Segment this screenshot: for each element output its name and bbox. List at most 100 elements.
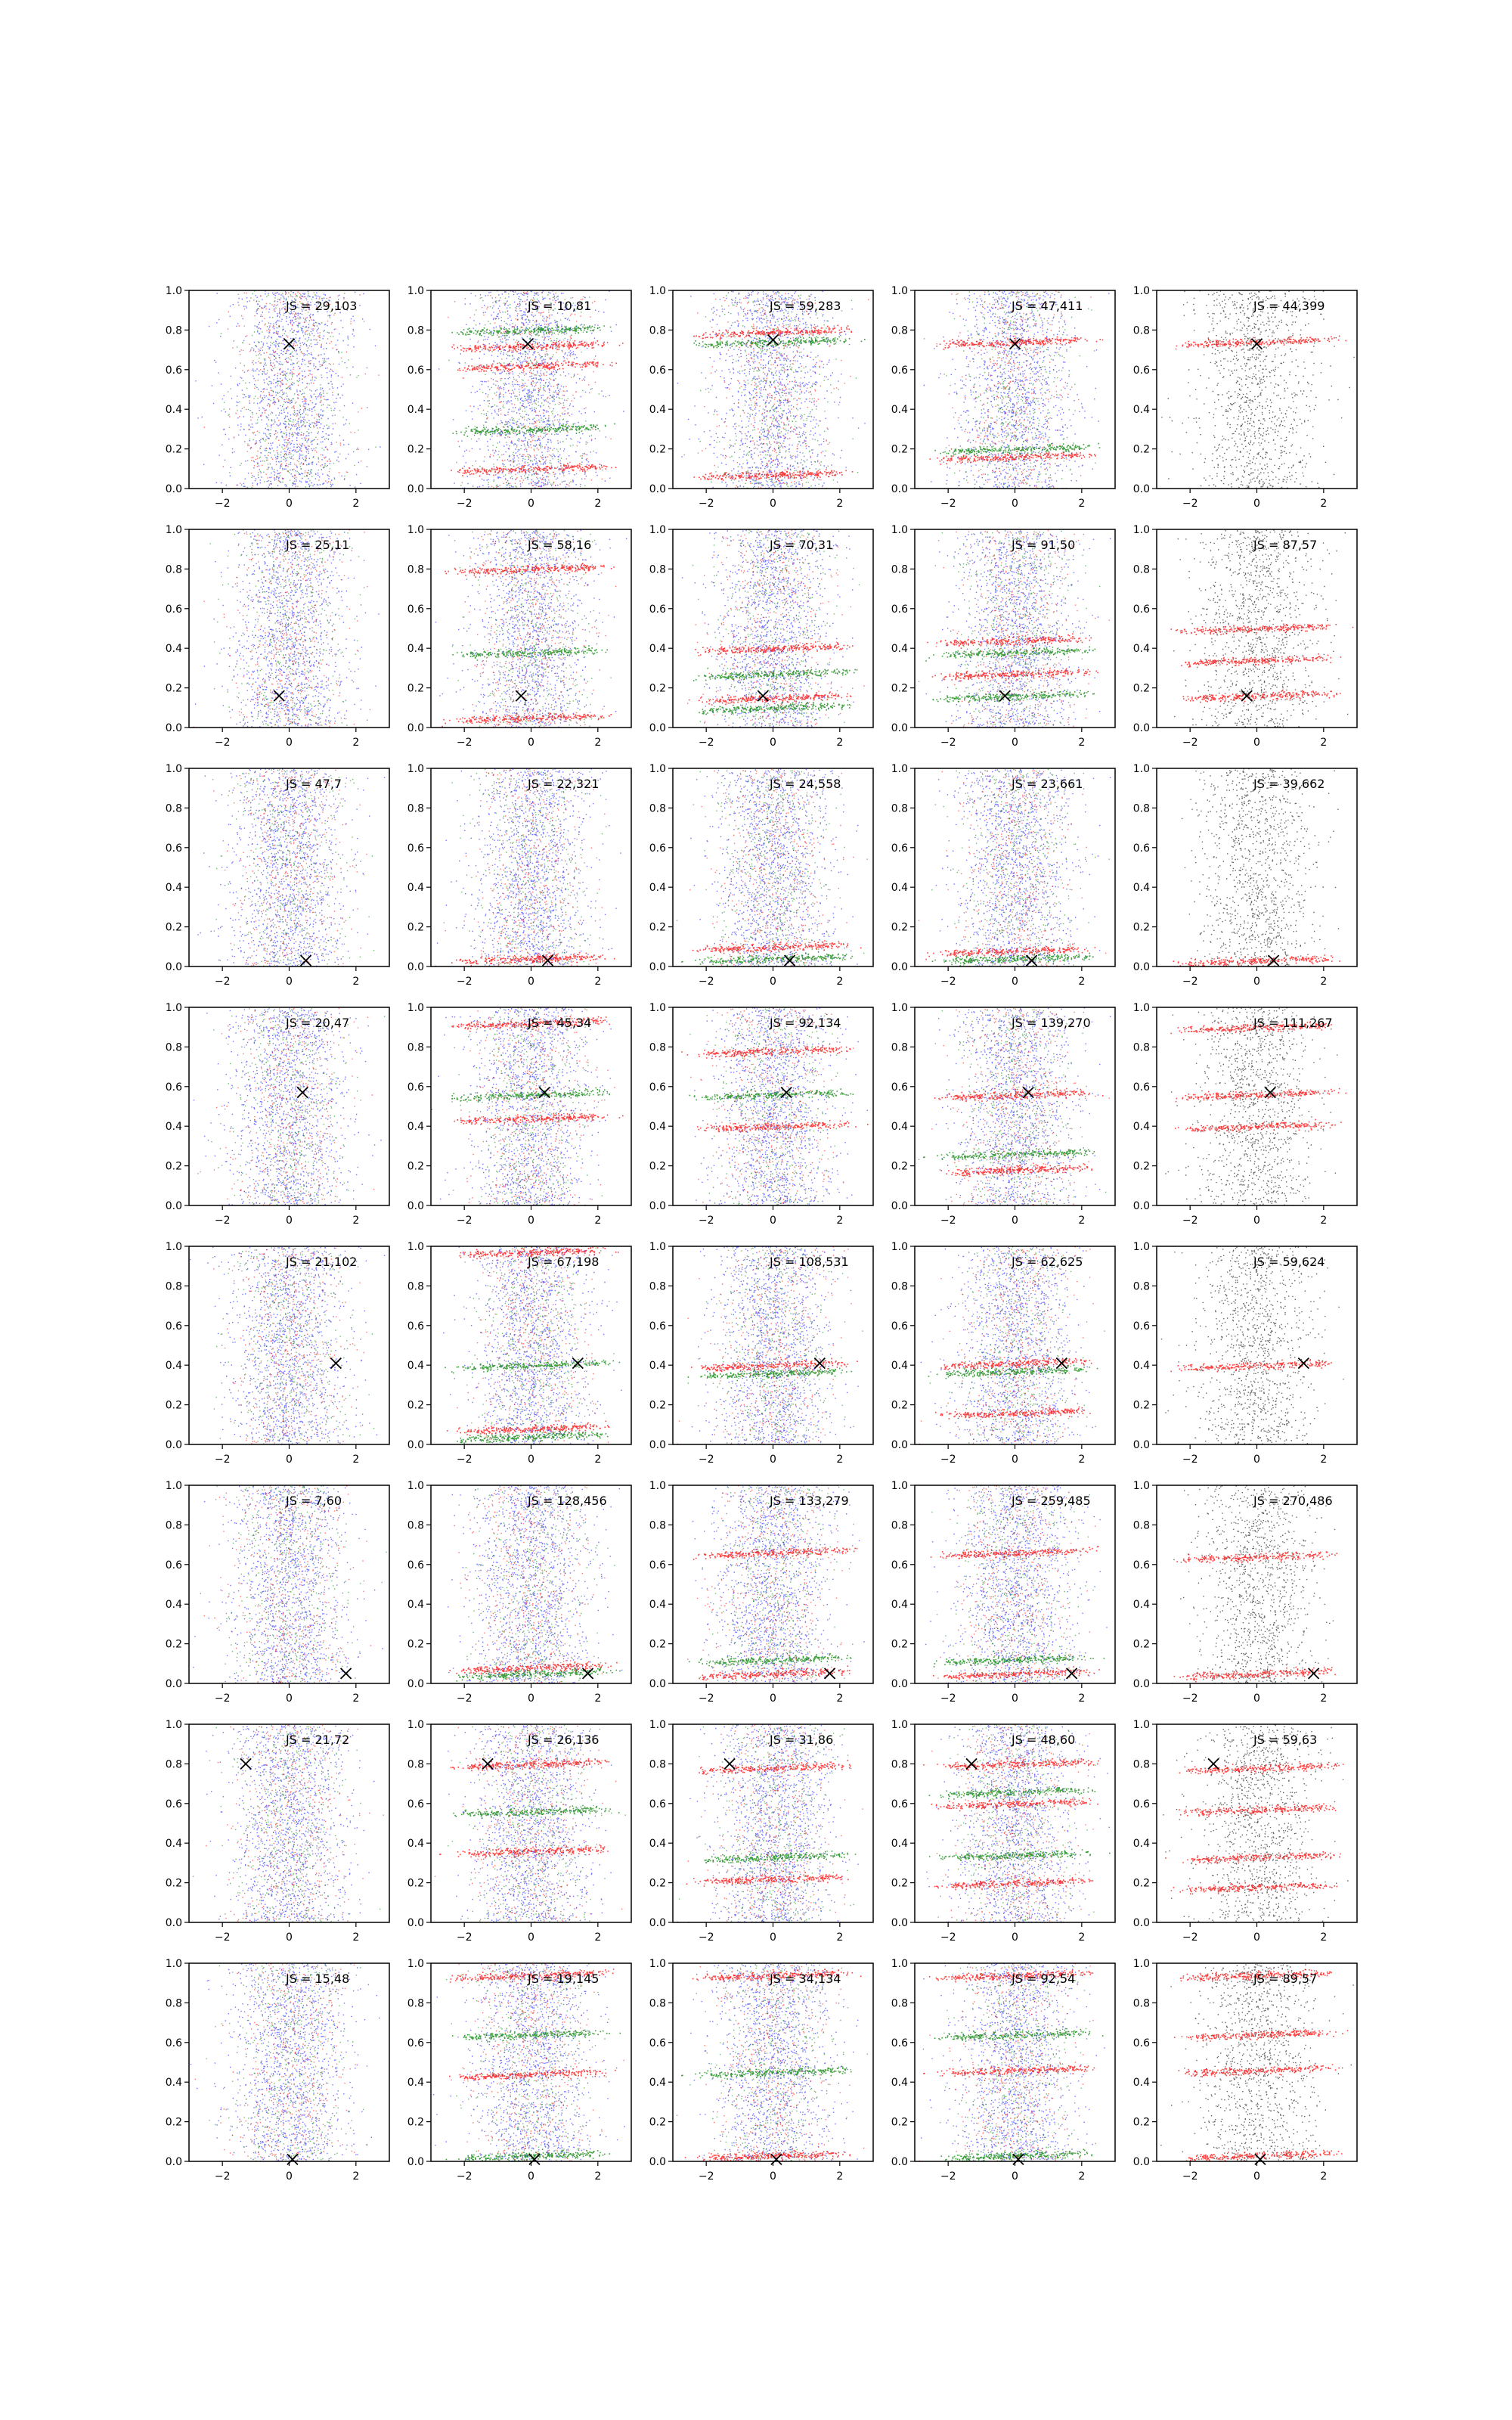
y-tick-label: 0.0 [1133,2156,1150,2168]
x-tick-label: −2 [457,498,472,510]
y-tick-label: 0.4 [1133,1838,1150,1850]
y-tick-label: 0.6 [166,2037,182,2049]
y-tick-label: 0.6 [407,2037,424,2049]
y-tick-label: 0.6 [166,603,182,616]
y-tick-label: 0.6 [891,1798,908,1810]
y-tick-label: 0.6 [166,1081,182,1094]
y-tick-label: 0.6 [649,2037,666,2049]
y-tick-label: 1.0 [1133,1719,1150,1731]
y-tick-label: 0.6 [407,1081,424,1094]
y-tick-label: 0.0 [166,2156,182,2168]
js-annotation: JS = 48,60 [1011,1733,1075,1747]
y-tick-label: 0.0 [891,1678,908,1690]
y-tick-label: 0.8 [891,802,908,814]
y-tick-label: 1.0 [891,1719,908,1731]
y-tick-label: 0.6 [891,842,908,855]
y-tick-label: 0.4 [649,1121,666,1133]
y-tick-label: 0.2 [1133,1639,1150,1651]
y-tick-label: 1.0 [649,285,666,297]
y-tick-label: 0.2 [166,1161,182,1173]
y-tick-label: 0.8 [166,324,182,337]
x-tick-label: −2 [457,1215,472,1227]
y-tick-label: 0.8 [649,1041,666,1053]
x-tick-label: −2 [699,498,714,510]
x-tick-label: −2 [940,1215,956,1227]
x-tick-label: 0 [528,498,534,510]
y-tick-label: 0.0 [891,1200,908,1212]
y-tick-label: 0.0 [407,722,424,734]
y-tick-label: 0.0 [1133,722,1150,734]
y-tick-label: 0.2 [891,1400,908,1412]
js-annotation: JS = 25,11 [285,538,349,552]
x-tick-label: 0 [528,1692,534,1705]
y-tick-label: 0.2 [407,444,424,456]
y-tick-label: 0.8 [1133,1041,1150,1053]
y-tick-label: 0.6 [649,1081,666,1094]
y-tick-label: 0.6 [407,842,424,855]
js-annotation: JS = 31,86 [769,1733,833,1747]
x-tick-label: 2 [836,2170,843,2183]
js-annotation: JS = 133,279 [769,1494,849,1508]
x-tick-label: −2 [215,1215,231,1227]
x-tick-label: 2 [1078,2170,1085,2183]
y-tick-label: 1.0 [407,285,424,297]
x-tick-label: 0 [770,976,776,988]
y-tick-label: 0.4 [1133,1121,1150,1133]
y-tick-label: 0.6 [891,365,908,377]
x-tick-label: 2 [1320,498,1327,510]
x-tick-label: −2 [457,1692,472,1705]
y-tick-label: 0.0 [891,1917,908,1929]
y-tick-label: 0.2 [407,1400,424,1412]
y-tick-label: 1.0 [891,1480,908,1492]
y-tick-label: 0.4 [1133,404,1150,416]
y-tick-label: 1.0 [649,1241,666,1253]
y-tick-label: 0.6 [407,1320,424,1333]
x-tick-label: −2 [215,2170,231,2183]
y-tick-label: 0.0 [166,1917,182,1929]
js-annotation: JS = 139,270 [1011,1016,1091,1030]
y-tick-label: 0.6 [891,1559,908,1571]
y-tick-label: 0.2 [649,922,666,934]
js-annotation: JS = 67,198 [527,1255,599,1269]
x-tick-label: 2 [594,498,601,510]
y-tick-label: 1.0 [649,1719,666,1731]
y-tick-label: 0.8 [649,1758,666,1770]
y-tick-label: 0.0 [1133,1678,1150,1690]
js-annotation: JS = 270,486 [1253,1494,1333,1508]
x-tick-label: 2 [1078,498,1085,510]
y-tick-label: 0.8 [407,324,424,337]
x-tick-label: −2 [940,976,956,988]
y-tick-label: 1.0 [891,1002,908,1014]
y-tick-label: 0.4 [891,2077,908,2089]
x-tick-label: 0 [1012,2170,1018,2183]
js-annotation: JS = 58,16 [527,538,591,552]
y-tick-label: 0.0 [649,1678,666,1690]
js-annotation: JS = 39,662 [1253,777,1325,791]
y-tick-label: 0.2 [407,1878,424,1890]
x-tick-label: 2 [1078,1931,1085,1944]
y-tick-label: 0.6 [649,842,666,855]
x-tick-label: 2 [594,1692,601,1705]
y-tick-label: 0.4 [891,1599,908,1611]
y-tick-label: 0.0 [166,483,182,495]
x-tick-label: 2 [1320,1215,1327,1227]
x-tick-label: −2 [1182,1931,1198,1944]
x-tick-label: −2 [940,737,956,749]
y-tick-label: 1.0 [1133,1002,1150,1014]
y-tick-label: 0.6 [407,365,424,377]
x-tick-label: 2 [836,976,843,988]
y-tick-label: 1.0 [407,1002,424,1014]
x-tick-label: −2 [215,737,231,749]
y-tick-label: 0.4 [891,404,908,416]
y-tick-label: 0.8 [1133,1280,1150,1292]
js-annotation: JS = 34,134 [769,1972,841,1986]
y-tick-label: 1.0 [649,1958,666,1970]
y-tick-label: 0.8 [891,563,908,576]
x-tick-label: 2 [836,1931,843,1944]
x-tick-label: 2 [352,976,359,988]
x-tick-label: 0 [1012,976,1018,988]
y-tick-label: 0.4 [166,2077,182,2089]
x-tick-label: 2 [352,1692,359,1705]
x-tick-label: −2 [1182,737,1198,749]
y-tick-label: 0.2 [166,444,182,456]
